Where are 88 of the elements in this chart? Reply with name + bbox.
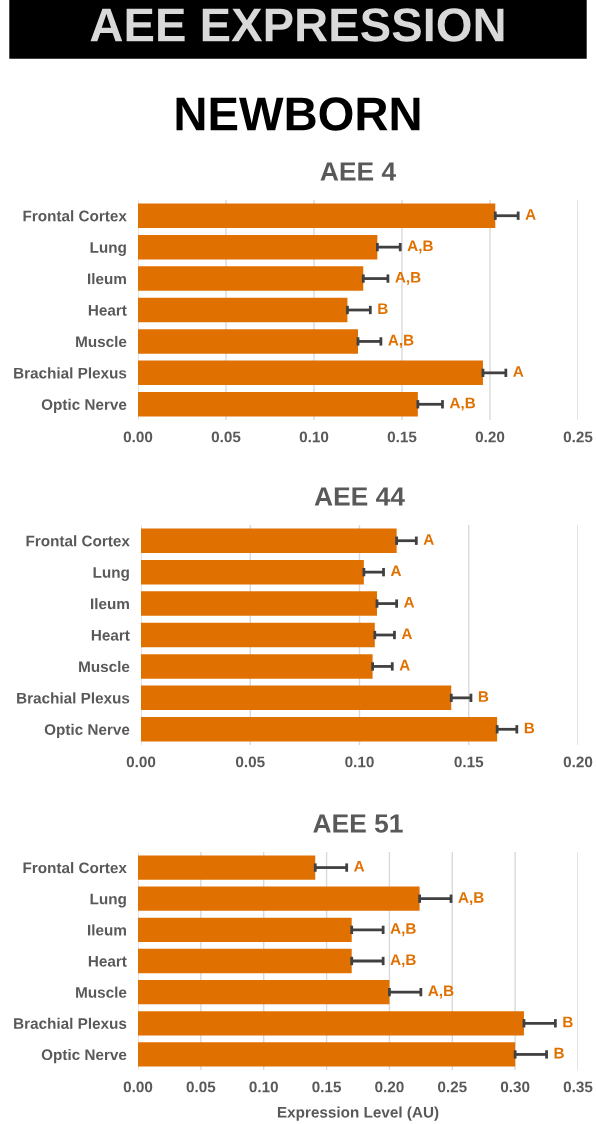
- x-tick-label: 0.00: [123, 431, 153, 443]
- annotation: A: [403, 597, 415, 608]
- y-tick-label: Brachial Plexus: [14, 367, 127, 379]
- annotation: A: [513, 366, 524, 377]
- bar: [141, 591, 377, 616]
- annotation: A: [423, 534, 434, 545]
- y-tick-label: Brachial Plexus: [14, 1017, 127, 1029]
- x-tick-label: 0.25: [438, 1081, 467, 1093]
- bar: [141, 685, 452, 711]
- annotation: B: [478, 691, 489, 702]
- annotation: A,B: [388, 334, 414, 348]
- bar: [138, 855, 316, 880]
- y-tick-label: Frontal Cortex: [26, 535, 130, 547]
- chart-title: AEE 4: [320, 162, 396, 181]
- bar: [138, 886, 420, 911]
- y-tick-label: Heart: [88, 305, 127, 316]
- x-tick-label: 0.20: [475, 431, 505, 443]
- chart-title: AEE 44: [314, 487, 405, 506]
- annotation: A,B: [449, 397, 476, 411]
- annotation: A,B: [395, 272, 421, 285]
- bar: [138, 1042, 516, 1067]
- annotation: A,B: [407, 240, 433, 254]
- x-tick-label: 0.15: [454, 756, 484, 768]
- y-tick-label: Ileum: [91, 598, 129, 610]
- x-tick-label: 0.20: [375, 1081, 404, 1093]
- annotation: B: [524, 722, 535, 734]
- annotation: A: [399, 659, 410, 671]
- bar: [138, 1011, 524, 1036]
- y-tick-label: Lung: [93, 567, 129, 581]
- x-axis-title: Expression Level (AU): [277, 1106, 439, 1121]
- x-tick-label: 0.10: [299, 431, 329, 443]
- annotation: A,B: [390, 923, 416, 937]
- y-tick-label: Heart: [91, 630, 130, 641]
- annotation: A: [525, 209, 536, 220]
- bar: [141, 559, 364, 585]
- y-tick-label: Muscle: [79, 660, 130, 673]
- x-tick-label: 0.05: [235, 756, 265, 768]
- x-tick-label: 0.20: [563, 756, 593, 768]
- y-tick-label: Lung: [90, 242, 126, 256]
- x-tick-label: 0.35: [563, 1081, 593, 1093]
- bar: [138, 203, 496, 228]
- y-tick-label: Brachial Plexus: [17, 692, 130, 704]
- y-tick-label: Frontal Cortex: [23, 862, 127, 874]
- chart-title: AEE 51: [313, 814, 403, 833]
- bar: [141, 717, 498, 742]
- x-tick-label: 0.00: [126, 756, 156, 768]
- y-tick-label: Optic Nerve: [41, 1048, 127, 1064]
- y-tick-label: Optic Nerve: [44, 723, 130, 738]
- annotation: A: [354, 861, 365, 872]
- annotation: A,B: [390, 954, 416, 968]
- y-tick-label: Muscle: [76, 335, 127, 348]
- bar: [141, 622, 375, 648]
- x-tick-label: 0.15: [312, 1081, 342, 1093]
- annotation: B: [378, 303, 388, 314]
- x-tick-label: 0.05: [211, 431, 241, 443]
- x-tick-label: 0.25: [563, 431, 593, 443]
- annotation: A,B: [458, 892, 484, 906]
- bar: [138, 948, 352, 974]
- x-tick-label: 0.10: [249, 1081, 278, 1093]
- bar: [138, 392, 418, 417]
- y-tick-label: Ileum: [88, 273, 126, 285]
- bar: [138, 297, 348, 323]
- y-tick-label: Optic Nerve: [41, 398, 127, 413]
- bar: [138, 917, 352, 942]
- annotation: A: [390, 565, 402, 577]
- bar: [141, 528, 397, 553]
- bar: [138, 234, 378, 260]
- y-tick-label: Frontal Cortex: [23, 210, 127, 222]
- x-tick-label: 0.15: [387, 431, 417, 443]
- bar: [138, 980, 390, 1005]
- x-tick-label: 0.05: [186, 1081, 216, 1093]
- x-tick-label: 0.00: [123, 1081, 153, 1093]
- y-tick-label: Muscle: [76, 986, 127, 998]
- y-tick-label: Lung: [90, 893, 126, 908]
- annotation: A: [401, 628, 413, 639]
- annotation: B: [554, 1047, 564, 1059]
- text: NEWBORN: [176, 97, 420, 131]
- text: AEE EXPRESSION: [90, 8, 504, 42]
- x-tick-label: 0.30: [500, 1081, 530, 1093]
- annotation: B: [563, 1016, 573, 1028]
- annotation: A,B: [428, 985, 454, 999]
- y-tick-label: Ileum: [88, 924, 126, 936]
- x-tick-label: 0.10: [345, 756, 374, 768]
- bar: [141, 654, 373, 679]
- bar: [138, 360, 483, 386]
- bar: [138, 329, 358, 354]
- bar: [138, 266, 364, 291]
- y-tick-label: Heart: [88, 956, 127, 967]
